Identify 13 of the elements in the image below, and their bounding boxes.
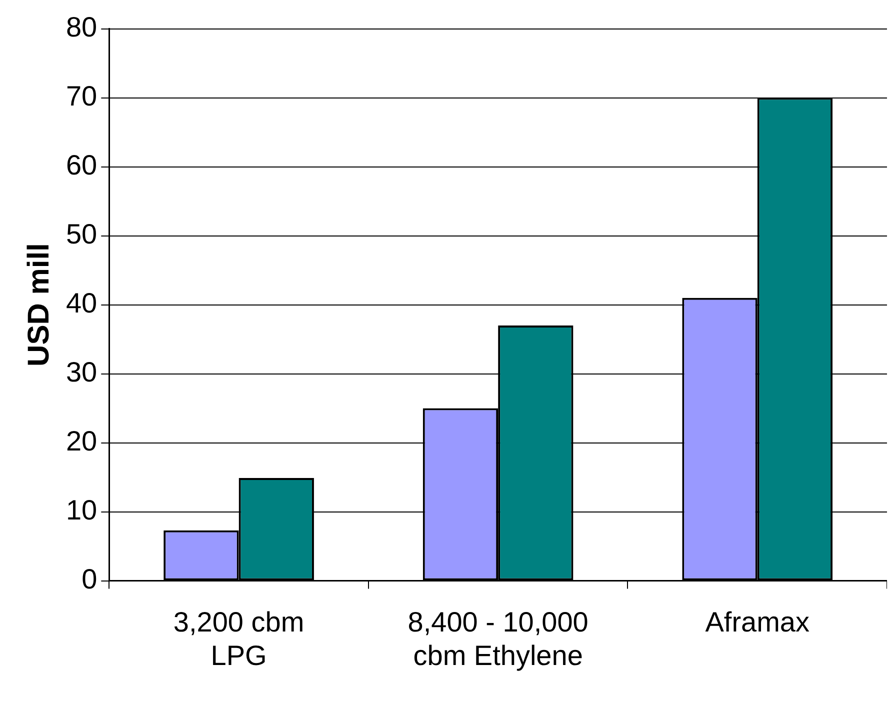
- y-tick-label: 80: [66, 12, 98, 43]
- y-tick-label: 70: [66, 80, 98, 112]
- y-axis-title: USD mill: [22, 243, 56, 366]
- y-tick-label: 40: [66, 288, 98, 319]
- y-tick-label: 60: [66, 150, 98, 181]
- y-tick-label: 0: [82, 564, 98, 595]
- x-tick-label: Aframax: [705, 606, 810, 638]
- x-tick-label: 3,200 cbm LPG: [173, 606, 304, 671]
- y-tick-label: 20: [66, 426, 98, 457]
- y-tick-label: 10: [66, 494, 98, 526]
- x-tick-label: 8,400 - 10,000 cbm Ethylene: [408, 606, 588, 671]
- y-tick-label: 30: [66, 356, 98, 388]
- y-tick-label: 50: [66, 218, 98, 250]
